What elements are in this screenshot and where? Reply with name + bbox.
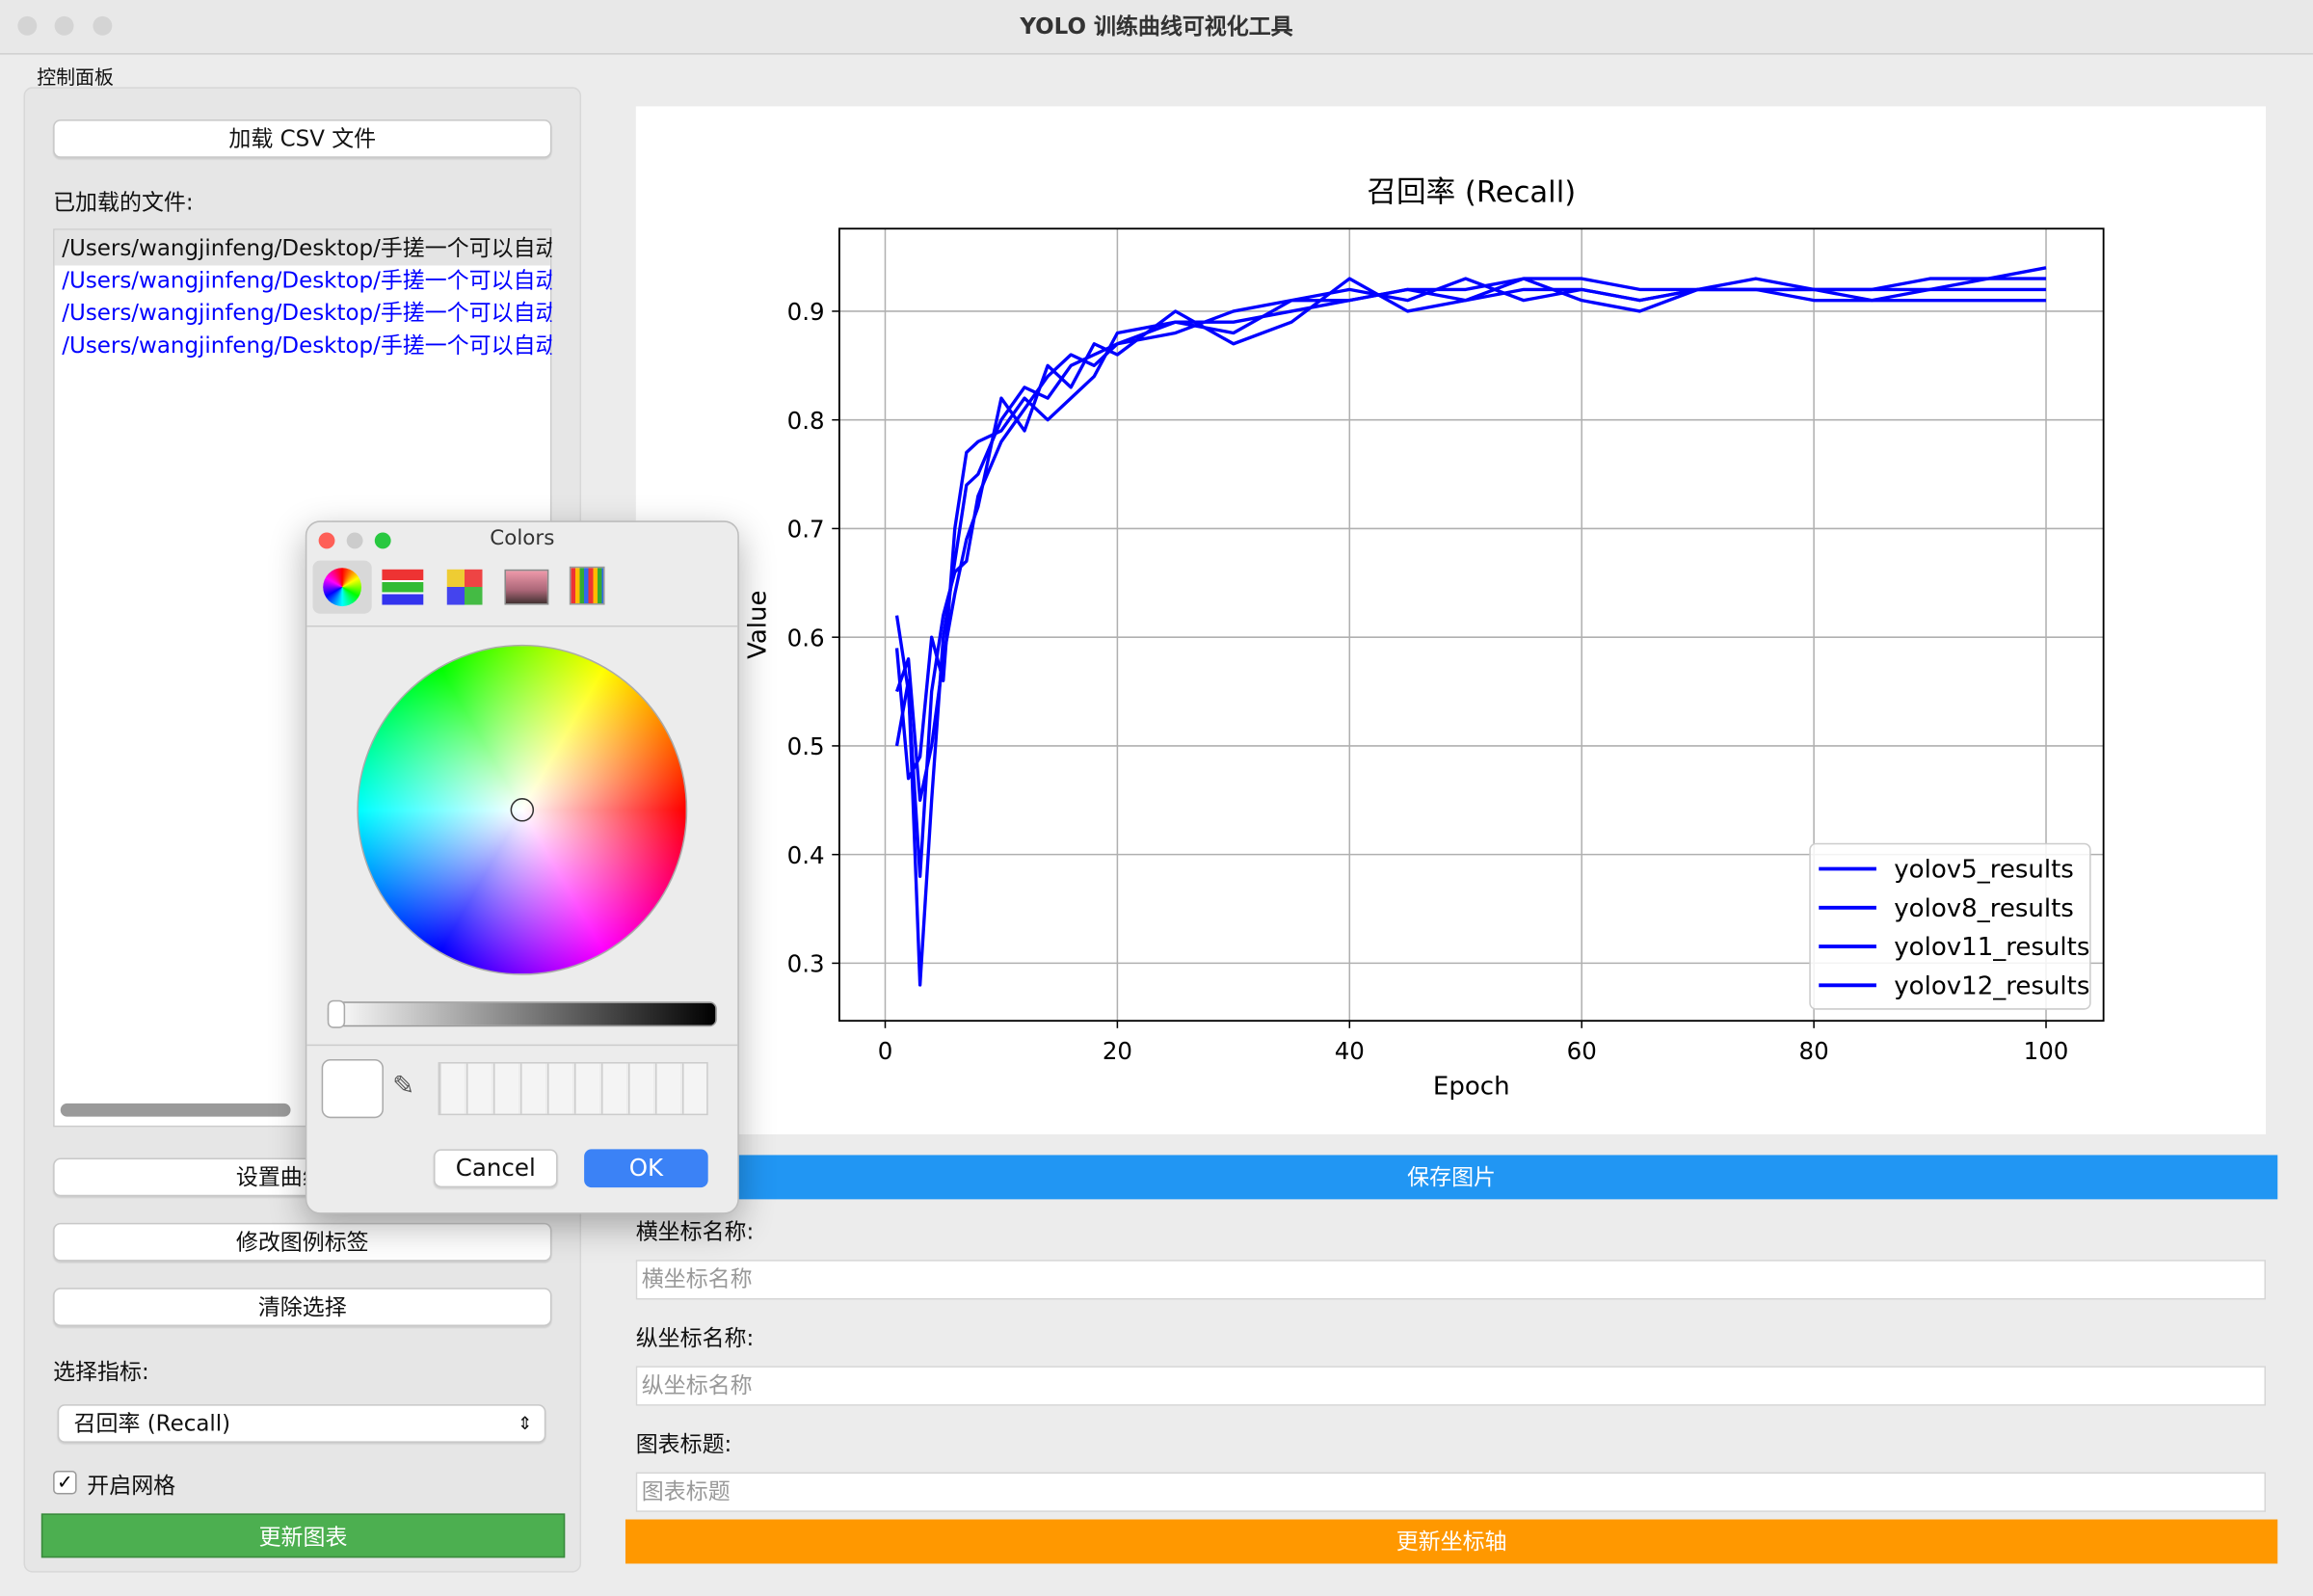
- x-label-input[interactable]: 横坐标名称: [635, 1260, 2267, 1300]
- x-axis-label: Epoch: [1433, 1073, 1510, 1102]
- legend-label: yolov5_results: [1894, 856, 2074, 885]
- select-arrows: ⇕: [518, 1413, 533, 1434]
- file-item[interactable]: /Users/wangjinfeng/Desktop/手搓一个可以自动: [62, 332, 552, 359]
- metric-select[interactable]: 召回率 (Recall) ⇕: [57, 1404, 546, 1443]
- sliders-tab[interactable]: [382, 569, 424, 605]
- legend-box: [1809, 842, 2091, 1010]
- load-csv-button[interactable]: 加载 CSV 文件: [53, 119, 552, 158]
- cancel-button[interactable]: Cancel: [433, 1149, 558, 1188]
- legend-label: yolov8_results: [1894, 894, 2074, 923]
- scrollbar[interactable]: [60, 1103, 291, 1117]
- x-tick-label: 60: [1567, 1037, 1597, 1065]
- slider-knob[interactable]: [327, 999, 346, 1028]
- window-title: YOLO 训练曲线可视化工具: [0, 0, 2313, 55]
- ok-button[interactable]: OK: [584, 1149, 708, 1188]
- minimize-button[interactable]: [54, 15, 74, 36]
- dialog-close[interactable]: [318, 532, 335, 549]
- chart-title: 召回率 (Recall): [1367, 176, 1576, 210]
- y-tick-label: 0.7: [787, 516, 825, 544]
- grid-checkbox-label: 开启网格: [87, 1472, 176, 1500]
- y-tick-label: 0.6: [787, 624, 825, 652]
- y-tick-label: 0.3: [787, 950, 825, 978]
- palettes-tab[interactable]: [446, 569, 483, 605]
- x-tick-label: 40: [1335, 1037, 1365, 1065]
- color-dialog: Colors ✎ Cancel OK: [305, 520, 739, 1214]
- wheel-cursor: [510, 798, 535, 822]
- file-item[interactable]: /Users/wangjinfeng/Desktop/手搓一个可以自动: [62, 299, 552, 327]
- dialog-title: Colors: [490, 526, 555, 550]
- series-line: [894, 277, 2047, 802]
- image-tab[interactable]: [504, 569, 549, 605]
- zoom-button[interactable]: [93, 15, 113, 36]
- metric-label: 选择指标:: [53, 1358, 149, 1386]
- panel-title: 控制面板: [37, 67, 114, 91]
- dialog-zoom[interactable]: [374, 532, 391, 549]
- brightness-slider[interactable]: [327, 1001, 717, 1027]
- color-swatch[interactable]: [321, 1058, 384, 1119]
- edit-legend-button[interactable]: 修改图例标签: [53, 1222, 552, 1262]
- series-line: [894, 266, 2047, 878]
- divider: [306, 625, 738, 627]
- y-tick-label: 0.8: [787, 407, 825, 435]
- file-selection: [54, 229, 550, 266]
- saved-colors[interactable]: [438, 1062, 708, 1116]
- x-tick-label: 100: [2024, 1037, 2069, 1065]
- file-item[interactable]: /Users/wangjinfeng/Desktop/手搓一个可以自动: [62, 267, 552, 294]
- y-label-title: 纵坐标名称:: [635, 1324, 755, 1352]
- divider: [306, 1044, 738, 1047]
- x-tick-label: 80: [1799, 1037, 1829, 1065]
- update-chart-button[interactable]: 更新图表: [40, 1513, 566, 1558]
- save-button[interactable]: 保存图片: [625, 1155, 2278, 1200]
- file-item[interactable]: /Users/wangjinfeng/Desktop/手搓一个可以自动: [62, 234, 552, 261]
- legend-label: yolov11_results: [1894, 933, 2089, 962]
- y-tick-label: 0.5: [787, 732, 825, 760]
- pencils-tab[interactable]: [569, 566, 605, 605]
- dialog-minimize[interactable]: [346, 532, 363, 549]
- wheel-icon: [323, 568, 361, 607]
- y-label-input[interactable]: 纵坐标名称: [635, 1366, 2267, 1406]
- y-tick-label: 0.9: [787, 298, 825, 326]
- chart: 召回率 (Recall) Epoch Value 0 20 40 60 80 100 0.3 0.4…: [635, 106, 2267, 1135]
- close-button[interactable]: [17, 15, 38, 36]
- clear-button[interactable]: 清除选择: [53, 1288, 552, 1327]
- y-tick-label: 0.4: [787, 841, 825, 869]
- axes-frame: [837, 227, 2105, 1023]
- file-list[interactable]: [53, 228, 552, 1128]
- files-label: 已加载的文件:: [53, 188, 194, 216]
- chart-title-title: 图表标题:: [635, 1430, 732, 1458]
- x-tick-label: 0: [878, 1037, 893, 1065]
- grid-checkbox[interactable]: ✓: [53, 1471, 77, 1495]
- update-axes-button[interactable]: 更新坐标轴: [625, 1519, 2278, 1564]
- eyedropper[interactable]: ✎: [392, 1071, 415, 1103]
- y-axis-label: Value: [743, 590, 772, 658]
- metric-select-text: 召回率 (Recall): [73, 1410, 231, 1437]
- x-tick-label: 20: [1103, 1037, 1132, 1065]
- x-label-title: 横坐标名称:: [635, 1218, 755, 1245]
- chart-title-input[interactable]: 图表标题: [635, 1472, 2267, 1512]
- legend-label: yolov12_results: [1894, 971, 2089, 1000]
